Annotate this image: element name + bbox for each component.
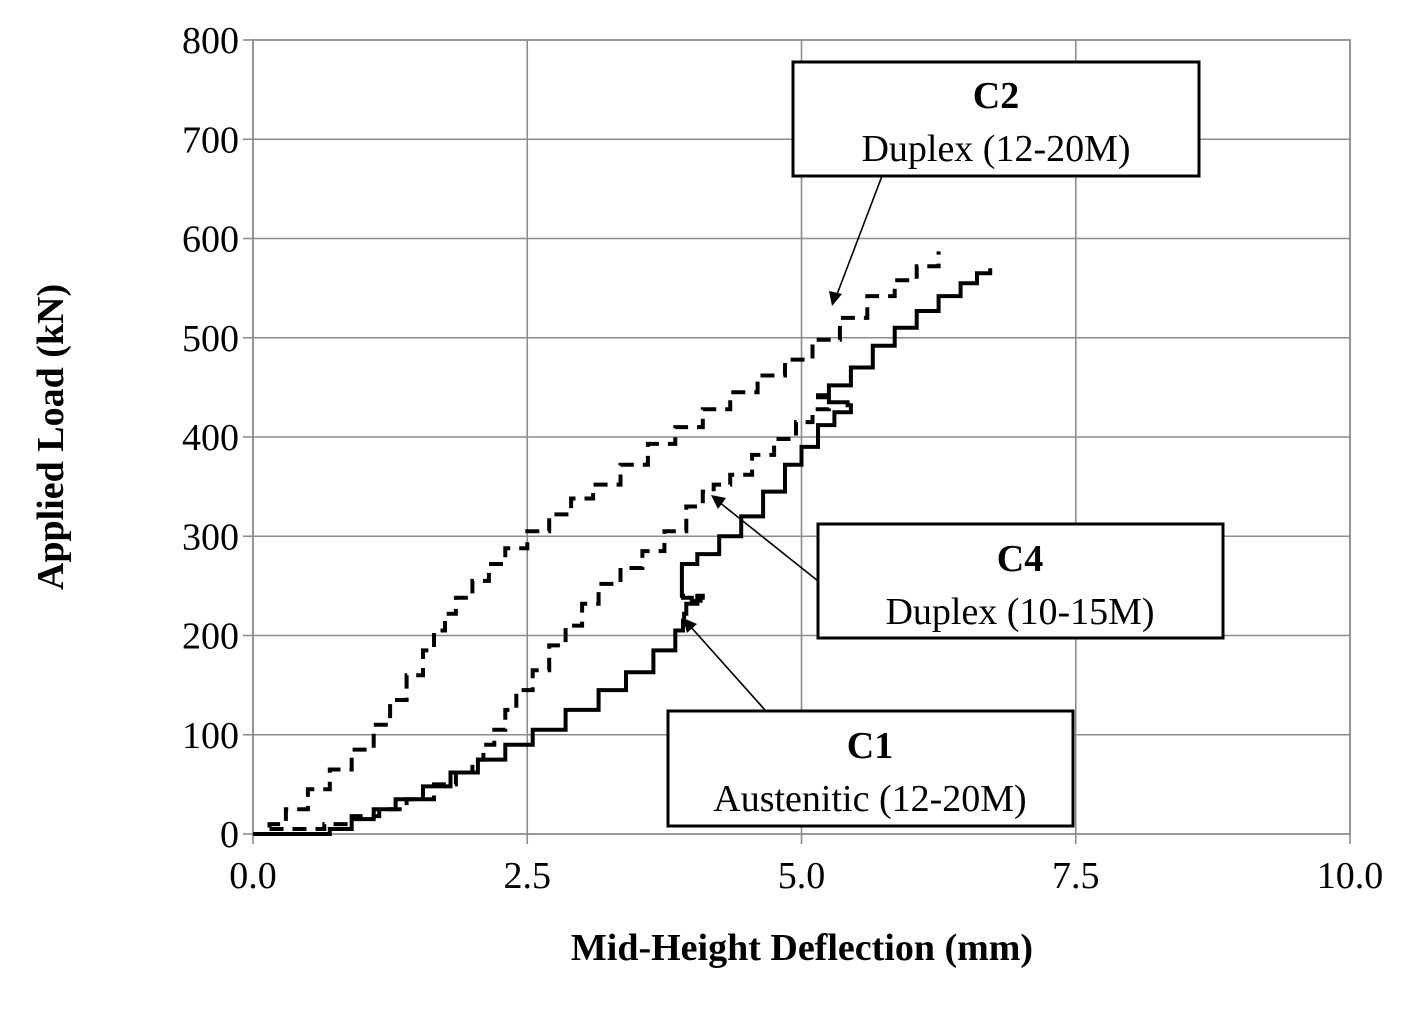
c2-callout-box	[791, 60, 1201, 178]
series-c1-line	[264, 268, 993, 836]
y-axis-title: Applied Load (kN)	[30, 284, 72, 590]
grid	[243, 39, 1351, 844]
y-tick-label-7: 700	[182, 119, 239, 161]
c4-callout-title: C4	[997, 538, 1043, 580]
x-tick-label-3: 7.5	[1052, 855, 1100, 897]
x-axis-title: Mid-Height Deflection (mm)	[571, 927, 1033, 969]
c1-callout-title: C1	[847, 725, 893, 767]
y-tick-label-4: 400	[182, 417, 239, 459]
y-tick-label-0: 0	[220, 814, 239, 856]
y-tick-label-1: 100	[182, 715, 239, 757]
y-tick-label-8: 800	[182, 20, 239, 62]
series-c4-line	[269, 399, 831, 831]
c4-callout-box	[816, 522, 1225, 640]
c2-leader-arrowhead	[829, 291, 842, 306]
plot-frame	[252, 39, 1351, 835]
c2-callout-title: C2	[973, 75, 1019, 117]
x-tick-label-2: 5.0	[778, 855, 826, 897]
c2-callout-text: Duplex (12-20M)	[861, 128, 1130, 170]
y-tick-label-6: 600	[182, 219, 239, 261]
series-layer	[253, 251, 993, 836]
c2-leader-line	[835, 175, 883, 298]
x-tick-label-4: 10.0	[1317, 855, 1384, 897]
c4-callout-text: Duplex (10-15M)	[885, 591, 1154, 633]
c1-callout-box	[666, 709, 1075, 828]
x-tick-label-1: 2.5	[504, 855, 552, 897]
y-tick-label-2: 200	[182, 616, 239, 658]
y-tick-label-3: 300	[182, 516, 239, 558]
c1-callout-text: Austenitic (12-20M)	[713, 778, 1026, 820]
series-c2-line	[253, 251, 941, 836]
c1-leader-line	[689, 625, 766, 711]
y-tick-label-5: 500	[182, 318, 239, 360]
c1-leader-arrowhead	[683, 618, 697, 633]
c4-leader-arrowhead	[711, 495, 726, 509]
c4-leader-line	[718, 501, 819, 582]
x-tick-label-0: 0.0	[229, 855, 277, 897]
tick-labels: 0 100 200 300 400 500 600 700 800 0.0 2.5 5.0 7.5 10.…	[182, 20, 1383, 897]
